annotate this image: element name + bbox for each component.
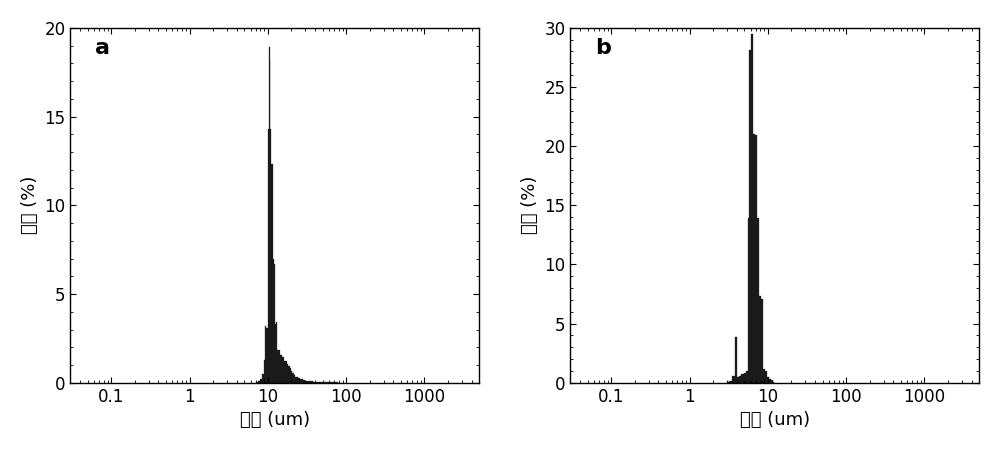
Bar <box>753 134 755 383</box>
Bar <box>755 135 757 383</box>
Bar <box>749 50 751 383</box>
Bar <box>274 264 275 383</box>
Bar <box>773 382 774 383</box>
Bar <box>757 218 759 383</box>
Bar <box>288 366 290 383</box>
Bar <box>771 380 773 383</box>
Bar <box>325 382 329 383</box>
Bar <box>727 382 729 383</box>
Bar <box>264 360 265 383</box>
Bar <box>256 382 258 383</box>
Bar <box>751 34 753 383</box>
Bar <box>291 371 292 383</box>
Bar <box>735 337 737 383</box>
Bar <box>282 357 283 383</box>
Bar <box>744 373 746 383</box>
Y-axis label: 含量 (%): 含量 (%) <box>21 176 39 234</box>
Bar <box>287 364 288 383</box>
Bar <box>292 373 294 383</box>
Bar <box>761 299 763 383</box>
Bar <box>305 381 307 383</box>
Bar <box>268 129 269 383</box>
Bar <box>765 371 767 383</box>
Text: a: a <box>95 39 110 58</box>
Bar <box>258 381 260 383</box>
Bar <box>284 360 286 383</box>
X-axis label: 粒径 (um): 粒径 (um) <box>740 411 810 429</box>
Bar <box>748 218 749 383</box>
Bar <box>286 360 287 383</box>
Bar <box>737 377 739 383</box>
X-axis label: 粒径 (um): 粒径 (um) <box>240 411 310 429</box>
Y-axis label: 含量 (%): 含量 (%) <box>521 176 539 234</box>
Bar <box>278 350 280 383</box>
Bar <box>280 355 281 383</box>
Bar <box>271 165 273 383</box>
Bar <box>739 376 741 383</box>
Bar <box>273 259 274 383</box>
Bar <box>741 374 744 383</box>
Bar <box>294 375 295 383</box>
Bar <box>265 326 266 383</box>
Text: b: b <box>595 39 611 58</box>
Bar <box>281 355 282 383</box>
Bar <box>746 371 748 383</box>
Bar <box>300 379 303 383</box>
Bar <box>759 297 761 383</box>
Bar <box>307 381 310 383</box>
Bar <box>277 350 278 383</box>
Bar <box>763 369 765 383</box>
Bar <box>266 328 268 383</box>
Bar <box>303 380 305 383</box>
Bar <box>275 324 276 383</box>
Bar <box>262 374 264 383</box>
Bar <box>276 322 277 383</box>
Bar <box>767 377 769 383</box>
Bar <box>310 381 313 383</box>
Bar <box>729 381 732 383</box>
Bar <box>295 377 297 383</box>
Bar <box>317 382 320 383</box>
Bar <box>769 379 771 383</box>
Bar <box>313 382 317 383</box>
Bar <box>290 368 291 383</box>
Bar <box>732 376 735 383</box>
Bar <box>283 357 284 383</box>
Bar <box>320 382 325 383</box>
Bar <box>298 378 300 383</box>
Bar <box>260 379 262 383</box>
Bar <box>297 378 298 383</box>
